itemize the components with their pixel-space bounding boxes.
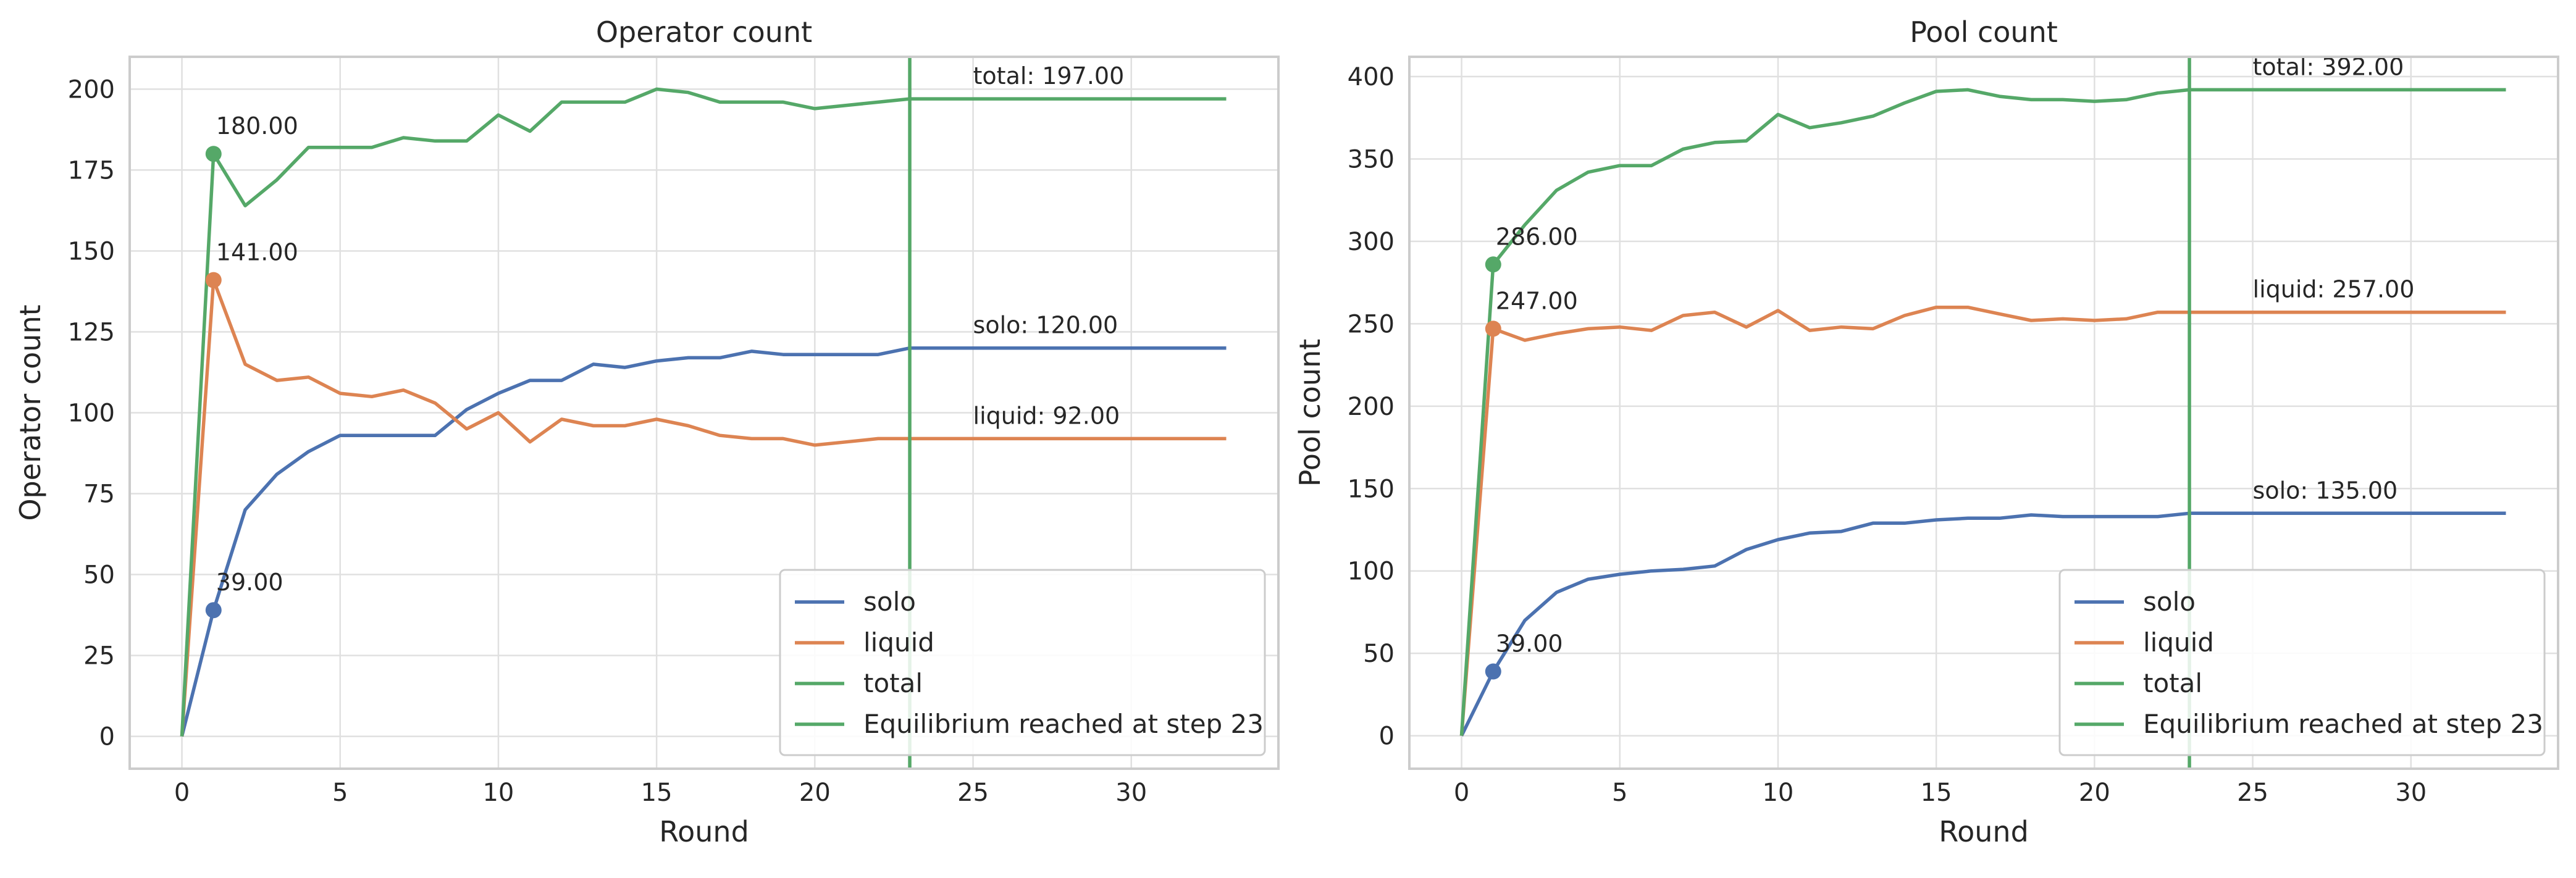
- y-tick-label: 75: [83, 480, 115, 509]
- legend: solo liquid total Equilibrium reached at st…: [2058, 569, 2546, 756]
- plot-area-frame: [1408, 56, 2559, 770]
- marker-liquid: [1485, 320, 1501, 337]
- x-tick-label: 0: [1454, 779, 1469, 807]
- marker-label-liquid: 141.00: [216, 239, 298, 266]
- y-axis-label: Operator count: [14, 304, 47, 521]
- y-tick-label: 100: [1348, 558, 1395, 586]
- legend-box: [2058, 569, 2546, 756]
- marker-label-total: 286.00: [1496, 223, 1578, 250]
- x-axis-label: Round: [659, 815, 749, 848]
- series-line-liquid: [1459, 305, 2506, 736]
- y-tick-label: 200: [1348, 393, 1395, 421]
- y-tick-label: 25: [83, 642, 115, 671]
- marker-label-liquid: 247.00: [1496, 287, 1578, 314]
- legend-entry: liquid: [863, 627, 934, 658]
- end-label: total: 197.00: [973, 62, 1125, 90]
- y-tick-label: 250: [1348, 310, 1395, 338]
- legend-entry: solo: [2143, 587, 2196, 617]
- x-tick-label: 20: [2079, 779, 2110, 807]
- y-tick-label: 175: [68, 156, 115, 185]
- series-line-total: [180, 87, 1227, 737]
- marker-total: [205, 146, 222, 162]
- y-tick-label: 400: [1348, 63, 1395, 91]
- x-tick-label: 25: [2237, 779, 2268, 807]
- y-tick-label: 125: [68, 318, 115, 346]
- y-tick-label: 150: [68, 237, 115, 265]
- marker-label-solo: 39.00: [216, 569, 283, 596]
- y-tick-label: 0: [99, 723, 115, 751]
- legend-entry: Equilibrium reached at step 23: [863, 709, 1264, 739]
- x-tick-label: 15: [641, 779, 673, 807]
- legend-entry: solo: [863, 587, 916, 617]
- x-tick-label: 30: [1115, 779, 1147, 807]
- legend-entry: liquid: [2143, 627, 2214, 658]
- marker-liquid: [205, 272, 222, 288]
- x-tick-label: 0: [174, 779, 190, 807]
- series-line-total: [1459, 88, 2506, 736]
- y-tick-label: 200: [68, 75, 115, 104]
- x-tick-label: 20: [799, 779, 831, 807]
- series-line-liquid: [180, 278, 1227, 737]
- plot-area-frame: [128, 56, 1280, 770]
- x-axis-label: Round: [1939, 815, 2029, 848]
- y-tick-label: 0: [1379, 722, 1395, 751]
- marker-solo: [205, 602, 222, 619]
- y-tick-label: 50: [1363, 640, 1395, 668]
- x-tick-label: 30: [2395, 779, 2427, 807]
- series-line-solo: [180, 346, 1227, 737]
- y-axis-label: Pool count: [1293, 339, 1327, 487]
- legend: solo liquid total Equilibrium reached at st…: [779, 569, 1266, 756]
- x-tick-label: 25: [957, 779, 989, 807]
- legend-box: [779, 569, 1266, 756]
- x-tick-label: 15: [1921, 779, 1952, 807]
- chart-title: Pool count: [1910, 15, 2058, 49]
- end-label: liquid: 92.00: [973, 402, 1120, 429]
- x-tick-label: 10: [482, 779, 514, 807]
- marker-label-solo: 39.00: [1496, 630, 1563, 658]
- x-tick-label: 5: [332, 779, 348, 807]
- legend-entry: Equilibrium reached at step 23: [2143, 709, 2543, 739]
- marker-total: [1485, 256, 1501, 273]
- y-tick-label: 300: [1348, 228, 1395, 256]
- y-tick-label: 150: [1348, 475, 1395, 503]
- x-tick-label: 10: [1762, 779, 1794, 807]
- end-label: solo: 135.00: [2253, 477, 2398, 504]
- chart-title: Operator count: [596, 15, 812, 49]
- y-tick-label: 350: [1348, 145, 1395, 174]
- legend-entry: total: [2143, 668, 2202, 698]
- pool-count-panel: 0 5 10 15 20 25 3005010015020025030035040039.0…: [1293, 15, 2559, 848]
- marker-label-total: 180.00: [216, 112, 298, 140]
- y-tick-label: 100: [68, 399, 115, 428]
- x-tick-label: 5: [1612, 779, 1627, 807]
- legend-entry: total: [863, 668, 923, 698]
- end-label: liquid: 257.00: [2253, 276, 2415, 303]
- marker-solo: [1485, 663, 1501, 680]
- y-tick-label: 50: [83, 561, 115, 590]
- series-line-solo: [1460, 511, 2506, 737]
- operator-count-panel: 0 5 10 15 20 25 30 0 25 50 75 100 125 150 175 200 39.00 1…: [14, 15, 1280, 848]
- end-label: solo: 120.00: [973, 312, 1118, 339]
